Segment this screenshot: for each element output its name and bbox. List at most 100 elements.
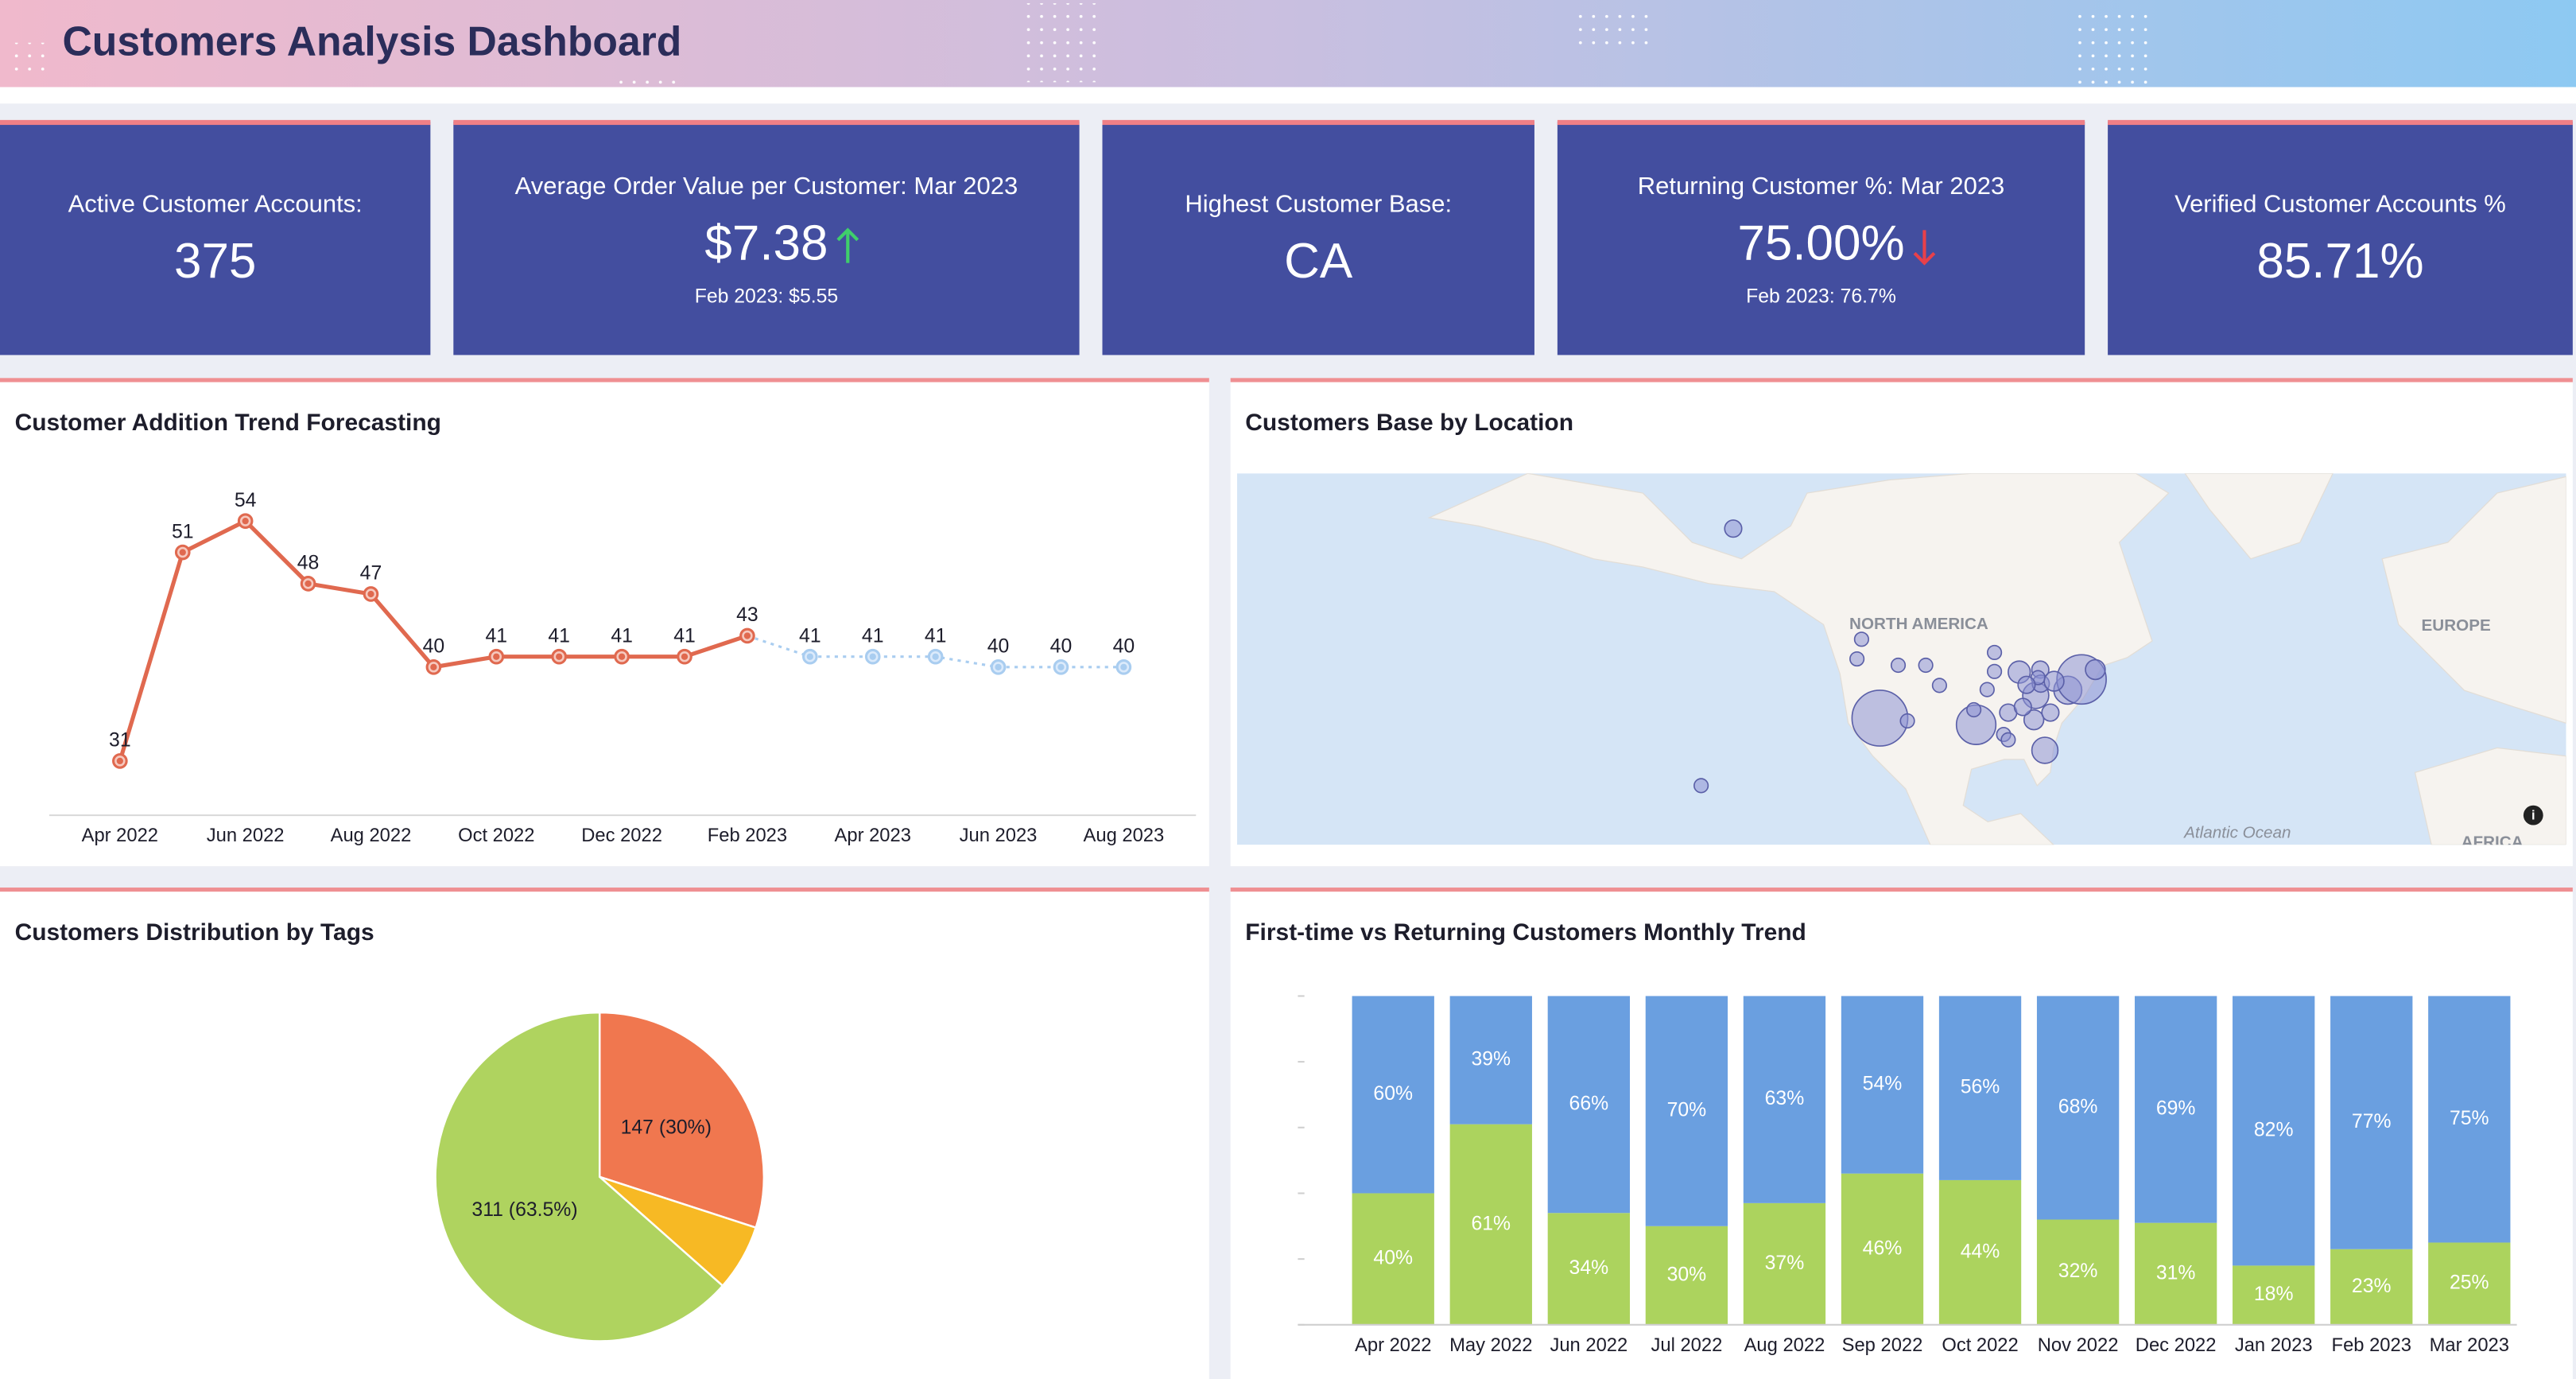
line-point-core [869, 653, 876, 660]
bar-label: 32% [2058, 1261, 2098, 1282]
bar-segment [1841, 1173, 1924, 1325]
map-bubble [1931, 678, 1947, 693]
bar-segment [1938, 1179, 2022, 1325]
x-tick-label: Sep 2022 [1842, 1334, 1923, 1356]
panel-title: Customers Distribution by Tags [15, 919, 374, 946]
data-label: 41 [673, 625, 696, 647]
bar-segment [2233, 1265, 2315, 1325]
map-bubble [2031, 736, 2059, 764]
land [1427, 473, 2170, 845]
line-point-core [179, 549, 186, 556]
panel-title: Customer Addition Trend Forecasting [15, 410, 441, 436]
bar-label: 34% [1569, 1257, 1609, 1279]
x-tick-label: Jun 2023 [960, 825, 1038, 846]
bar-segment [2428, 996, 2511, 1243]
map-bubble [1849, 651, 1865, 667]
trend-arrow-head [836, 227, 859, 242]
line-point-core [116, 757, 123, 765]
x-tick-label: Feb 2023 [2332, 1334, 2411, 1356]
map-bubble [1899, 713, 1915, 729]
line-point-core [995, 663, 1002, 670]
map-bubble [1693, 778, 1709, 794]
map-bubble [1966, 701, 1982, 718]
kpi-label: Average Order Value per Customer: Mar 20… [515, 172, 1018, 200]
bar-segment [2036, 1219, 2120, 1325]
x-tick-label: Apr 2022 [82, 825, 158, 846]
bar-segment [1547, 996, 1631, 1214]
bar-segment [1645, 996, 1728, 1226]
pie-slice [434, 1011, 724, 1342]
bar-label: 46% [1863, 1237, 1903, 1259]
bar-segment [2036, 996, 2120, 1220]
x-tick-label: Aug 2022 [331, 825, 412, 846]
bar-label: 30% [1667, 1264, 1707, 1285]
bar-label: 61% [1471, 1213, 1511, 1234]
bar-label: 56% [1961, 1077, 2000, 1098]
map-bubble [1851, 690, 1909, 747]
map-bubble [2000, 732, 2016, 748]
bar-segment [1743, 996, 1826, 1203]
x-tick-label: Apr 2023 [835, 825, 911, 846]
x-tick-label: Dec 2022 [2136, 1334, 2217, 1356]
bar-label: 44% [1961, 1241, 2000, 1262]
data-label: 40 [1113, 636, 1135, 658]
bar-label: 25% [2450, 1272, 2489, 1294]
panel-accent [0, 888, 1209, 892]
map-bubble [1918, 657, 1934, 674]
decor-dots [1577, 13, 1653, 46]
x-tick-label: Jan 2023 [2235, 1334, 2313, 1356]
data-label: 31 [109, 730, 131, 752]
x-tick-label: Mar 2023 [2430, 1334, 2509, 1356]
bar-label: 23% [2352, 1276, 2392, 1297]
line-point-core [367, 590, 374, 598]
map-bubble [1853, 631, 1869, 647]
kpi-card [2108, 121, 2573, 355]
bar-segment [2330, 1249, 2413, 1325]
bar-label: 54% [1863, 1074, 1903, 1095]
kpi-value: 75.00% [1737, 216, 1904, 270]
land [2381, 476, 2566, 724]
bar-label: 70% [1667, 1100, 1707, 1121]
panel-title: First-time vs Returning Customers Monthl… [1245, 919, 1806, 946]
bar-label: 37% [1765, 1253, 1805, 1274]
x-tick-label: Aug 2023 [1084, 825, 1165, 846]
kpi-card [0, 121, 431, 355]
panel [0, 379, 1209, 867]
bar-label: 39% [1471, 1049, 1511, 1070]
map-region-label: Atlantic Ocean [2182, 823, 2291, 841]
decor-dots [2073, 10, 2149, 89]
map-region-label: AFRICA [2462, 833, 2524, 852]
x-tick-label: Aug 2022 [1744, 1334, 1825, 1356]
data-label: 41 [925, 625, 947, 647]
pie-slice [598, 1011, 765, 1229]
decor-dots [611, 72, 677, 89]
bar-label: 69% [2156, 1098, 2196, 1120]
panel-accent [1230, 888, 2573, 892]
kpi-value: 85.71% [2256, 234, 2423, 289]
kpi-value: $7.38 [704, 216, 828, 270]
line-point-core [932, 653, 939, 660]
data-label: 41 [548, 625, 570, 647]
pie-label: 311 (63.5%) [471, 1199, 577, 1221]
info-icon[interactable] [2523, 805, 2543, 825]
map-bubble [2041, 703, 2060, 722]
data-label: 54 [235, 490, 257, 511]
bar-label: 75% [2450, 1108, 2489, 1129]
bar-segment [1743, 1202, 1826, 1325]
bar-label: 68% [2058, 1097, 2098, 1118]
data-label: 41 [611, 625, 633, 647]
header-strip [0, 87, 2576, 104]
map-bubble [2013, 697, 2032, 717]
kpi-accent [0, 119, 431, 126]
kpi-accent [1557, 119, 2085, 126]
line-point-core [242, 518, 249, 525]
line-point-core [1057, 663, 1065, 670]
kpi-label: Highest Customer Base: [1185, 190, 1452, 218]
bar-segment [2134, 1222, 2217, 1325]
map-region-label: NORTH AMERICA [1849, 615, 1988, 633]
bar-segment [2428, 1242, 2511, 1325]
map-bubble [1979, 682, 1995, 697]
line-point-core [493, 653, 500, 660]
